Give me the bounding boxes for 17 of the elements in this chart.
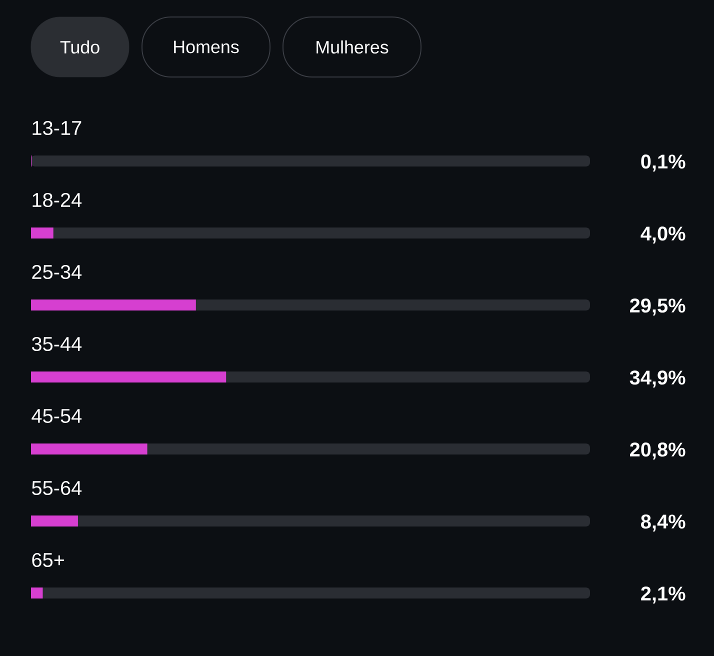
data-label: 20,8% xyxy=(630,442,686,460)
y-tick-label: 13-17 xyxy=(32,120,82,136)
text: Homens xyxy=(174,40,239,54)
data-label: 0,1% xyxy=(641,154,686,172)
y-tick-label: 18-24 xyxy=(32,192,82,208)
y-tick-label: 35-44 xyxy=(32,336,82,352)
data-label: 4,0% xyxy=(640,226,686,244)
y-tick-label: 65+ xyxy=(32,552,64,568)
y-tick-label: 45-54 xyxy=(32,409,82,423)
y-tick-label: 55-64 xyxy=(32,480,82,496)
y-tick-label: 25-34 xyxy=(32,264,82,280)
data-label: 29,5% xyxy=(630,298,686,316)
data-label: 2,1% xyxy=(641,586,686,604)
data-label: 34,9% xyxy=(630,370,686,388)
data-label: 8,4% xyxy=(641,514,686,532)
text: Tudo xyxy=(60,40,100,54)
text: Mulheres xyxy=(316,40,388,54)
